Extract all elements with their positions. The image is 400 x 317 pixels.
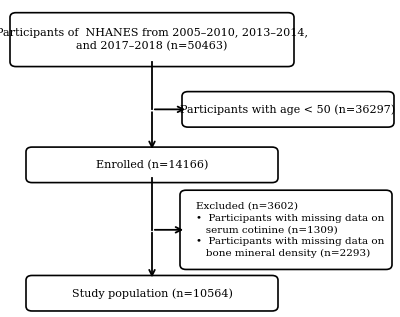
Text: serum cotinine (n=1309): serum cotinine (n=1309) [196, 225, 338, 234]
Text: Participants of  NHANES from 2005–2010, 2013–2014,
and 2017–2018 (n=50463): Participants of NHANES from 2005–2010, 2… [0, 28, 308, 51]
Text: Participants with age < 50 (n=36297): Participants with age < 50 (n=36297) [180, 104, 396, 115]
FancyBboxPatch shape [182, 92, 394, 127]
FancyBboxPatch shape [26, 147, 278, 183]
Text: bone mineral density (n=2293): bone mineral density (n=2293) [196, 249, 370, 258]
Text: •  Participants with missing data on: • Participants with missing data on [196, 214, 384, 223]
Text: Excluded (n=3602): Excluded (n=3602) [196, 202, 298, 211]
Text: •  Participants with missing data on: • Participants with missing data on [196, 237, 384, 246]
FancyBboxPatch shape [180, 190, 392, 269]
Text: Enrolled (n=14166): Enrolled (n=14166) [96, 160, 208, 170]
FancyBboxPatch shape [10, 13, 294, 67]
Text: Study population (n=10564): Study population (n=10564) [72, 288, 232, 299]
FancyBboxPatch shape [26, 275, 278, 311]
